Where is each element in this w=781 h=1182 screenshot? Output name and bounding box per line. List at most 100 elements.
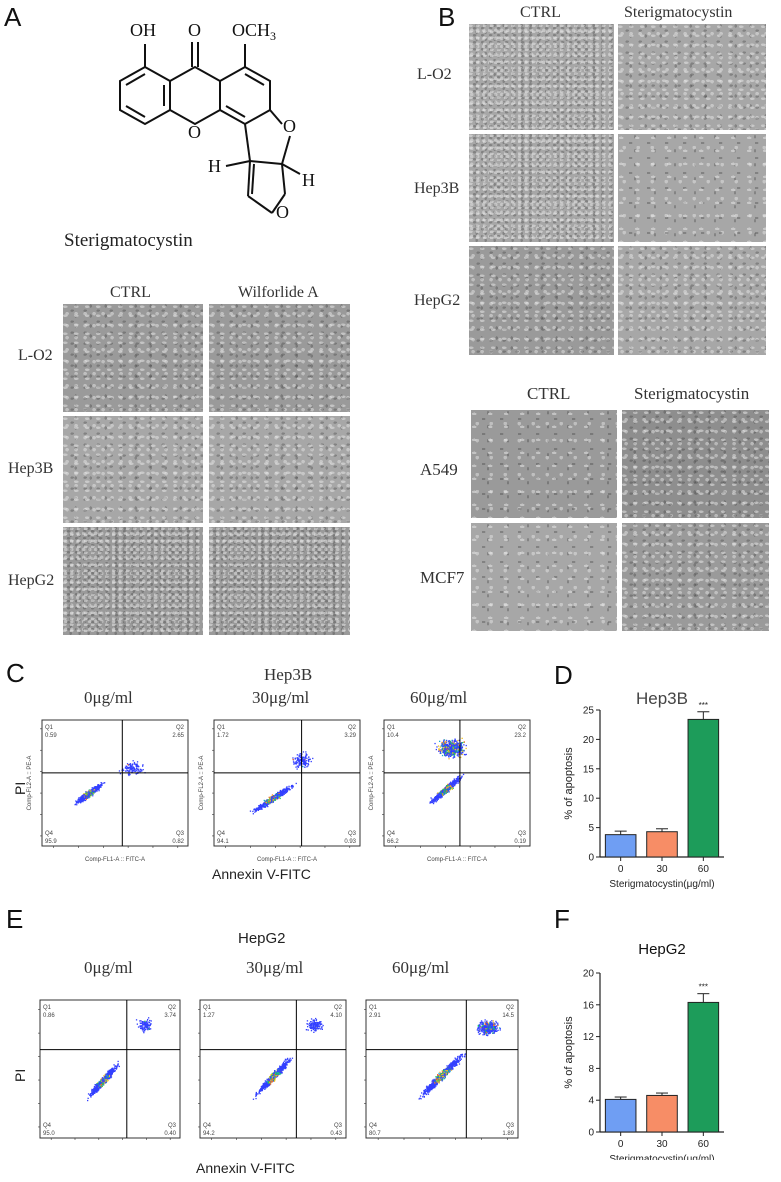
bar-30: [646, 1094, 678, 1133]
quadrant-q3-value: 0.40: [164, 1131, 176, 1137]
quadrant-q3-label: Q3: [176, 831, 185, 837]
panel-label-e: E: [6, 904, 24, 934]
micro-b2-a549-treated: [622, 410, 769, 518]
y-tick-label: 20: [583, 969, 595, 980]
flow-plot-e-30: Q1 1.27 Q2 4.10 Q4 94.2 Q3 0.43: [198, 999, 347, 1140]
y-tick-label: 0: [588, 853, 594, 864]
quadrant-q3-value: 0.43: [330, 1131, 342, 1137]
quadrant-q3-label: Q3: [506, 1123, 515, 1129]
panel-c-dose-60: 60μg/ml: [410, 688, 468, 707]
y-tick-label: 4: [588, 1096, 594, 1107]
micro-a-lo2-ctrl: [63, 304, 203, 412]
quadrant-q1-value: 0.86: [43, 1013, 55, 1019]
structure-oh: OH: [130, 20, 156, 40]
quadrant-q3-label: Q3: [518, 831, 527, 837]
flow-plot-e-60: Q1 2.91 Q2 14.5 Q4 80.7 Q3 1.89: [364, 999, 519, 1140]
micro-b-lo2-ctrl: [469, 24, 614, 130]
quadrant-q1-label: Q1: [369, 1005, 378, 1011]
micro-b-hep3b-treated: [618, 134, 766, 242]
micro-a-hep3b-treated: [209, 416, 350, 523]
quadrant-q1-value: 1.27: [203, 1013, 215, 1019]
bar-30: [646, 831, 678, 858]
panel-label-c: C: [6, 658, 25, 688]
flow-plot-e-0: Q1 0.86 Q2 3.74 Q4 95.0 Q3 0.40: [38, 999, 181, 1140]
quadrant-q2-label: Q2: [506, 1005, 515, 1011]
quadrant-q1-value: 2.91: [369, 1013, 381, 1019]
inner-y-axis-label: Comp-FL2-A :: PE-A: [369, 756, 375, 811]
quadrant-q3-value: 0.19: [514, 839, 526, 845]
quadrant-q4-label: Q4: [369, 1123, 378, 1129]
quadrant-q2-label: Q2: [168, 1005, 177, 1011]
bar-chart-hepg2: HepG2 0 4 8 12 16 20 0 30 60 *** Sterigmatocystin(μ…: [563, 941, 724, 1160]
panel-b2-col-ctrl: CTRL: [527, 384, 571, 403]
micro-b2-mcf7-treated: [622, 523, 769, 631]
y-tick-label: 25: [583, 706, 595, 717]
x-tick-label: 0: [618, 1139, 624, 1150]
quadrant-q3-label: Q3: [348, 831, 357, 837]
micro-b2-a549-ctrl: [471, 410, 617, 518]
bar-60: [687, 1001, 720, 1133]
quadrant-q3-label: Q3: [168, 1123, 177, 1129]
panel-b2-col-treatment: Sterigmatocystin: [634, 384, 750, 403]
panel-c-xlabel: Annexin V-FITC: [212, 866, 311, 882]
panel-c-dose-0: 0μg/ml: [84, 688, 133, 707]
quadrant-q2-value: 14.5: [502, 1013, 514, 1019]
x-tick-label: 60: [698, 864, 710, 875]
structure-h-right: H: [302, 170, 315, 190]
quadrant-q1-value: 1.72: [217, 733, 229, 739]
quadrant-q3-value: 0.82: [172, 839, 184, 845]
structure-ring-o2: O: [283, 116, 296, 136]
bar-0: [604, 1098, 637, 1133]
panel-label-a: A: [4, 2, 22, 32]
panel-a-row-lo2: L-O2: [18, 347, 53, 364]
y-tick-label: 12: [583, 1032, 595, 1043]
x-tick-label: 60: [698, 1139, 710, 1150]
panel-c-cell-line: Hep3B: [264, 665, 313, 684]
significance-marker: ***: [699, 701, 708, 710]
quadrant-q1-value: 10.4: [387, 733, 399, 739]
panel-label-b: B: [438, 2, 456, 32]
quadrant-q1-value: 0.59: [45, 733, 57, 739]
quadrant-q1-label: Q1: [203, 1005, 212, 1011]
structure-keto-o: O: [188, 20, 201, 40]
quadrant-q4-value: 80.7: [369, 1131, 381, 1137]
y-tick-label: 0: [588, 1128, 594, 1139]
x-axis-label: Sterigmatocystin(μg/ml): [609, 879, 714, 890]
inner-y-axis-label: Comp-FL2-A :: PE-A: [199, 756, 205, 811]
y-tick-label: 16: [583, 1000, 595, 1011]
panel-a-row-hepg2: HepG2: [8, 572, 55, 589]
micro-a-lo2-treated: [209, 304, 350, 412]
quadrant-q2-value: 4.10: [330, 1013, 342, 1019]
inner-x-axis-label: Comp-FL1-A :: FITC-A: [85, 857, 145, 863]
quadrant-q4-value: 94.2: [203, 1131, 215, 1137]
structure-ring-o3: O: [276, 202, 289, 222]
quadrant-q4-value: 95.9: [45, 839, 57, 845]
structure-name: Sterigmatocystin: [64, 230, 193, 251]
structure-h-left: H: [208, 156, 221, 176]
quadrant-q2-label: Q2: [518, 725, 527, 731]
structure-och3: OCH3: [232, 20, 276, 43]
y-axis-label: % of apoptosis: [563, 747, 575, 820]
panel-b2-row-a549: A549: [420, 460, 458, 479]
micro-a-hepg2-ctrl: [63, 527, 203, 635]
quadrant-q2-value: 3.74: [164, 1013, 176, 1019]
quadrant-q2-value: 2.65: [172, 733, 184, 739]
quadrant-q1-label: Q1: [217, 725, 226, 731]
quadrant-q2-label: Q2: [176, 725, 185, 731]
panel-e-cell-line: HepG2: [238, 930, 286, 947]
quadrant-q4-label: Q4: [387, 831, 396, 837]
panel-b2-row-mcf7: MCF7: [420, 568, 465, 587]
y-tick-label: 5: [588, 823, 594, 834]
panel-b-col-treatment: Sterigmatocystin: [624, 4, 733, 21]
quadrant-q4-label: Q4: [217, 831, 226, 837]
panel-b-row-lo2: L-O2: [417, 66, 452, 83]
chart-title: Hep3B: [636, 689, 688, 708]
x-axis-label: Sterigmatocystin(μg/ml): [609, 1154, 714, 1160]
micro-b-hep3b-ctrl: [469, 134, 614, 242]
micro-a-hepg2-treated: [209, 527, 350, 635]
structure-ring-o1: O: [188, 122, 201, 142]
sterigmatocystin-structure: OH O OCH3 O O O H H: [119, 20, 315, 222]
quadrant-q4-label: Q4: [203, 1123, 212, 1129]
micro-a-hep3b-ctrl: [63, 416, 203, 523]
panel-e-dose-0: 0μg/ml: [84, 958, 133, 977]
